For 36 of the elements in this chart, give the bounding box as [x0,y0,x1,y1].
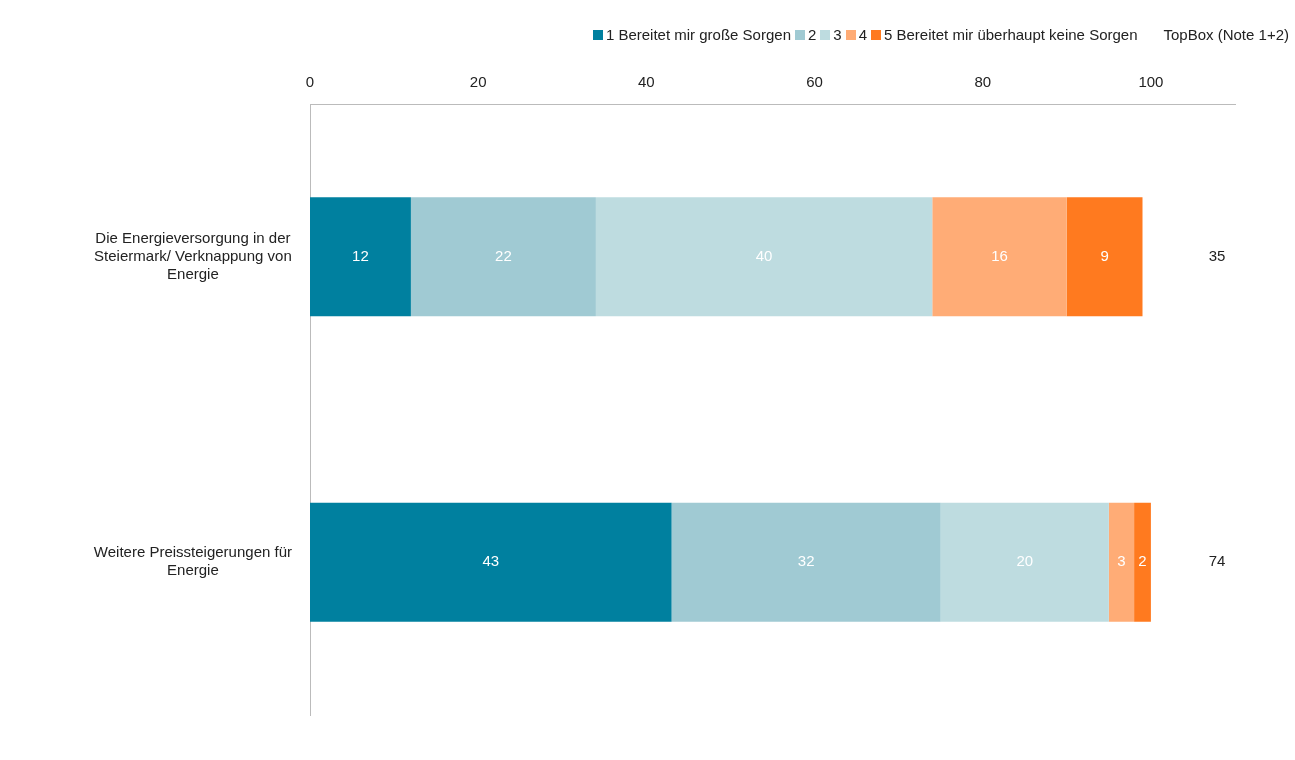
x-tick-label: 100 [1138,73,1164,91]
legend-label: 2 [807,26,817,43]
bar [1108,502,1135,622]
annotation: 35 [1208,246,1226,264]
bar [1134,502,1151,622]
text: TopBox (Note 1+2) [1163,26,1289,43]
bar [310,197,411,317]
data-label: 40 [755,246,773,264]
y-tick-label: Die Energieversorgung in der Steiermark/ Verknappung von Energie [94,228,292,282]
legend-label: 3 [833,26,842,43]
data-label: 12 [352,246,369,264]
data-label: 22 [495,246,512,264]
bar [1066,197,1143,317]
data-label: 32 [797,552,815,570]
bar [595,197,933,317]
bar [940,502,1109,622]
data-label: 3 [1117,552,1126,570]
x-tick-label: 0 [305,73,315,91]
x-tick-label: 60 [806,73,823,91]
bar [932,197,1067,317]
bar [310,502,672,622]
annotation: 74 [1208,552,1226,570]
data-label: 16 [991,246,1008,264]
bar [671,502,941,622]
data-label: 43 [482,552,500,570]
y-tick-label: Weitere Preissteigerungen für Energie [93,543,293,579]
data-label: 20 [1016,552,1034,570]
legend-label: 4 [858,26,868,43]
x-tick-label: 80 [974,73,992,91]
data-label: 2 [1138,552,1147,570]
data-label: 9 [1100,246,1109,264]
x-tick-label: 20 [469,73,487,91]
bar [410,197,596,317]
legend-label: 5 Bereitet mir überhaupt keine Sorgen [884,26,1138,43]
x-tick-label: 40 [638,73,655,91]
legend-label: 1 Bereitet mir große Sorgen [605,26,791,43]
